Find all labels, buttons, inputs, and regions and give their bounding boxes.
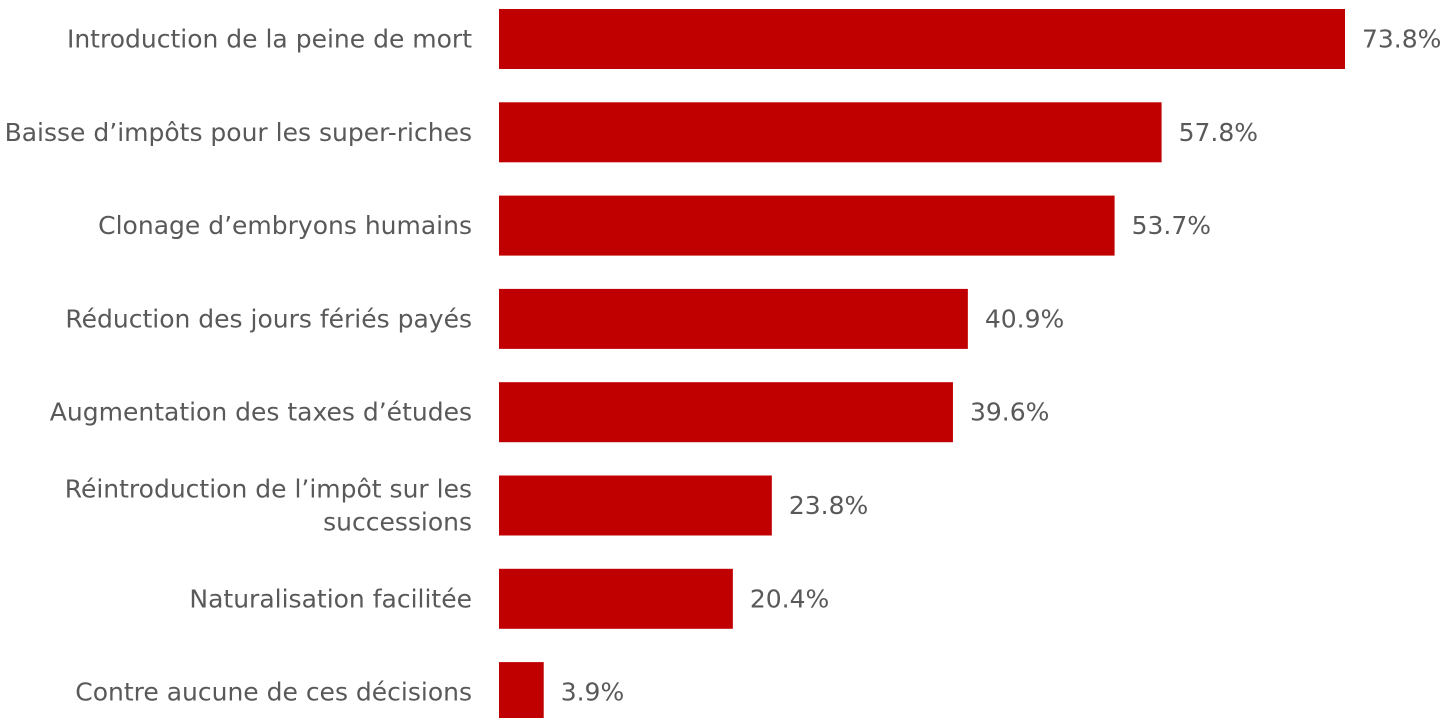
category-label-line: Introduction de la peine de mort: [67, 25, 472, 54]
category-label-line: Naturalisation facilitée: [189, 584, 472, 613]
category-label-7: Contre aucune de ces décisions: [75, 678, 472, 707]
value-label-5: 23.8%: [789, 491, 868, 520]
category-label-3: Réduction des jours fériés payés: [65, 304, 472, 333]
category-label-5: Réintroduction de l’impôt sur les success…: [65, 475, 472, 537]
category-label-line: Réintroduction de l’impôt sur les: [65, 475, 472, 504]
category-label-1: Baisse d’impôts pour les super-riches: [5, 118, 472, 147]
bar-2: [499, 195, 1115, 256]
bar-4: [499, 382, 953, 443]
category-labels-group: Introduction de la peine de mort Baisse d…: [5, 25, 473, 707]
category-label-6: Naturalisation facilitée: [189, 584, 472, 613]
value-label-6: 20.4%: [750, 584, 829, 613]
category-label-0: Introduction de la peine de mort: [67, 25, 472, 54]
value-label-2: 53.7%: [1132, 211, 1211, 240]
category-label-4: Augmentation des taxes d’études: [50, 398, 472, 427]
value-label-7: 3.9%: [561, 678, 625, 707]
bars-group: [499, 9, 1345, 718]
value-label-1: 57.8%: [1179, 118, 1258, 147]
category-label-line: Augmentation des taxes d’études: [50, 398, 472, 427]
value-label-4: 39.6%: [970, 398, 1049, 427]
bar-1: [499, 102, 1162, 163]
category-label-line: successions: [323, 508, 472, 537]
category-label-2: Clonage d’embryons humains: [98, 211, 472, 240]
value-label-3: 40.9%: [985, 304, 1064, 333]
value-labels-group: 73.8% 57.8% 53.7% 40.9% 39.6% 23.8% 20.4% 3.9%: [561, 25, 1442, 707]
category-label-line: Réduction des jours fériés payés: [65, 304, 472, 333]
bar-3: [499, 288, 968, 349]
value-label-0: 73.8%: [1362, 25, 1441, 54]
bar-6: [499, 568, 733, 629]
category-label-line: Contre aucune de ces décisions: [75, 678, 472, 707]
category-label-line: Clonage d’embryons humains: [98, 211, 472, 240]
bar-5: [499, 475, 772, 536]
bar-7: [499, 662, 544, 718]
bar-0: [499, 9, 1345, 69]
category-label-line: Baisse d’impôts pour les super-riches: [5, 118, 472, 147]
